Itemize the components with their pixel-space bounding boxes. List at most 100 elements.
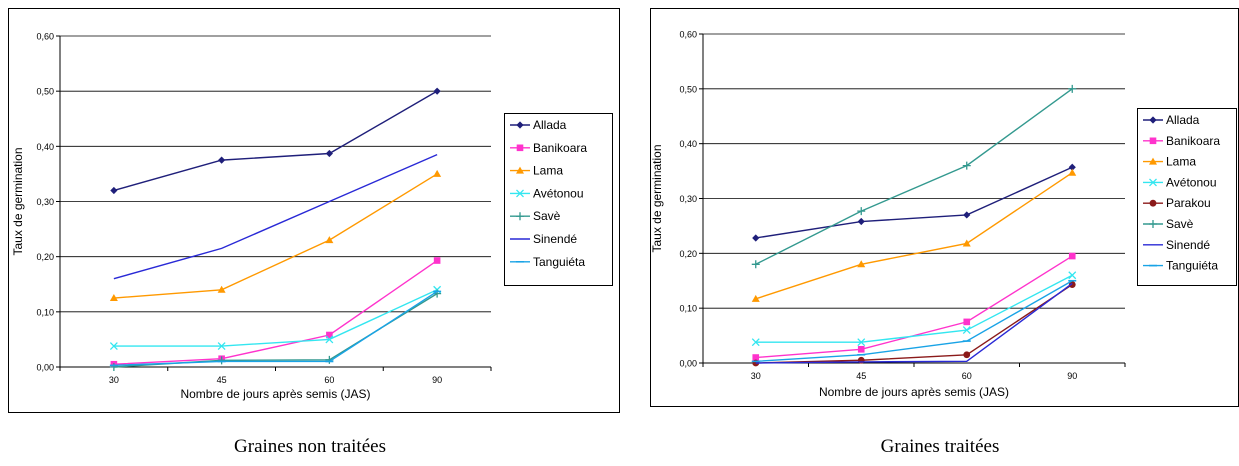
y-tick-label: 0,20: [679, 249, 697, 259]
data-point: [217, 285, 226, 293]
legend-item-banikoara: Banikoara: [1143, 134, 1220, 148]
x-axis-label: Nombre de jours après semis (JAS): [819, 385, 1009, 399]
series-line: [113, 259, 438, 365]
series-line: [113, 153, 438, 280]
legend-marker: [1149, 157, 1157, 165]
data-point: [857, 356, 865, 364]
y-axis-label: Taux de germination: [650, 144, 664, 252]
data-point: [962, 326, 971, 335]
series-line: [755, 166, 1073, 239]
data-point: [325, 236, 334, 244]
data-point: [857, 260, 866, 268]
data-point: [110, 186, 118, 195]
chart-panel-untreated: 0,00 0,10 0,20 0,30 0,40 0,50 0,60 30 45 60 90 Nomb…: [0, 0, 620, 415]
legend-label: Allada: [1166, 113, 1200, 127]
y-tick-label: 0,20: [36, 252, 54, 262]
legend-item-allada: Allada: [510, 118, 567, 132]
legend-label: Tanguiéta: [533, 255, 585, 269]
y-tick-label: 0,50: [679, 84, 697, 94]
data-point: [857, 207, 866, 216]
legend-item-banikoara: Banikoara: [510, 141, 587, 155]
data-point: [1068, 281, 1076, 288]
legend-marker: [1149, 199, 1157, 207]
legend-label: Tanguiéta: [1166, 259, 1218, 273]
series-line: [113, 173, 438, 299]
x-axis-label: Nombre de jours après semis (JAS): [180, 387, 370, 401]
y-tick-label: 0,60: [36, 32, 54, 42]
data-point: [857, 338, 866, 347]
legend: Allada Banikoara Lama Avétonou Savè Sinendé Ta…: [504, 113, 613, 286]
legend: Allada Banikoara Lama Avétonou Parakou Savè Si…: [1137, 108, 1237, 286]
series-line: [755, 88, 1073, 265]
series-save: [751, 84, 1077, 269]
series-allada: [752, 163, 1076, 242]
x-tick-label: 30: [751, 371, 761, 381]
chart-untreated: 0,00 0,10 0,20 0,30 0,40 0,50 0,60 30 45 60 90 Nomb…: [8, 8, 620, 413]
x-tick-label: 90: [432, 375, 442, 385]
legend-box: [504, 113, 613, 286]
data-point: [325, 335, 334, 344]
series-line: [755, 172, 1073, 300]
x-tick-label: 30: [109, 375, 119, 385]
series-tanguieta: [109, 290, 442, 367]
data-point: [1068, 271, 1077, 280]
legend-item-sinende: Sinendé: [510, 232, 577, 246]
data-point: [109, 342, 118, 350]
data-point: [325, 149, 333, 158]
legend-marker: [516, 189, 524, 198]
legend-label: Lama: [1166, 155, 1196, 169]
legend-marker: [516, 166, 524, 174]
data-point: [109, 294, 118, 302]
legend-item-parakou: Parakou: [1143, 196, 1211, 210]
data-point: [857, 345, 865, 353]
data-point: [433, 169, 442, 177]
data-point: [752, 354, 760, 361]
legend-label: Lama: [533, 164, 563, 178]
y-axis-label: Taux de germination: [11, 147, 25, 255]
legend-marker: [1149, 137, 1157, 145]
legend-marker: [516, 144, 524, 152]
data-point: [1068, 168, 1077, 176]
y-tick-label: 0,40: [679, 139, 697, 149]
series-line: [113, 289, 438, 347]
series-line: [755, 280, 1073, 363]
series-line: [755, 284, 1073, 364]
x-tick-label: 90: [1067, 371, 1077, 381]
caption-untreated: Graines non traitées: [234, 436, 386, 457]
series-allada: [110, 87, 441, 195]
data-point: [1068, 84, 1077, 93]
x-tick-label: 45: [217, 375, 227, 385]
legend-item-tanguieta: Tanguiéta: [510, 255, 585, 269]
series-sinende: [113, 153, 438, 280]
series-avetonou: [751, 271, 1077, 347]
data-point: [433, 257, 441, 264]
legend-item-avetonou: Avétonou: [510, 186, 584, 200]
y-tick-label: 0,30: [36, 197, 54, 207]
data-point: [217, 356, 226, 365]
legend-label: Parakou: [1166, 196, 1211, 210]
legend-label: Allada: [533, 118, 567, 132]
legend-item-tanguieta: Tanguiéta: [1143, 259, 1218, 273]
legend-item-save: Savè: [1143, 217, 1194, 231]
series-line: [755, 282, 1073, 364]
x-tick-label: 60: [324, 375, 334, 385]
data-point: [326, 331, 333, 339]
data-point: [751, 260, 760, 269]
series-line: [113, 290, 438, 367]
y-tick-label: 0,60: [679, 30, 697, 40]
legend-marker: [516, 121, 524, 129]
data-point: [433, 87, 441, 95]
y-tick-label: 0,00: [36, 363, 54, 373]
caption-treated: Graines traitées: [880, 436, 1000, 457]
data-point: [962, 239, 971, 247]
y-tick-label: 0,40: [36, 142, 54, 152]
series-lama: [751, 168, 1077, 302]
data-point: [963, 351, 971, 359]
legend-label: Sinendé: [1166, 238, 1210, 252]
series-tanguieta: [751, 279, 1077, 363]
data-point: [218, 156, 226, 164]
legend-marker: [1149, 178, 1157, 187]
legend-item-lama: Lama: [510, 164, 563, 178]
data-point: [963, 211, 971, 219]
legend-label: Banikoara: [533, 141, 587, 155]
